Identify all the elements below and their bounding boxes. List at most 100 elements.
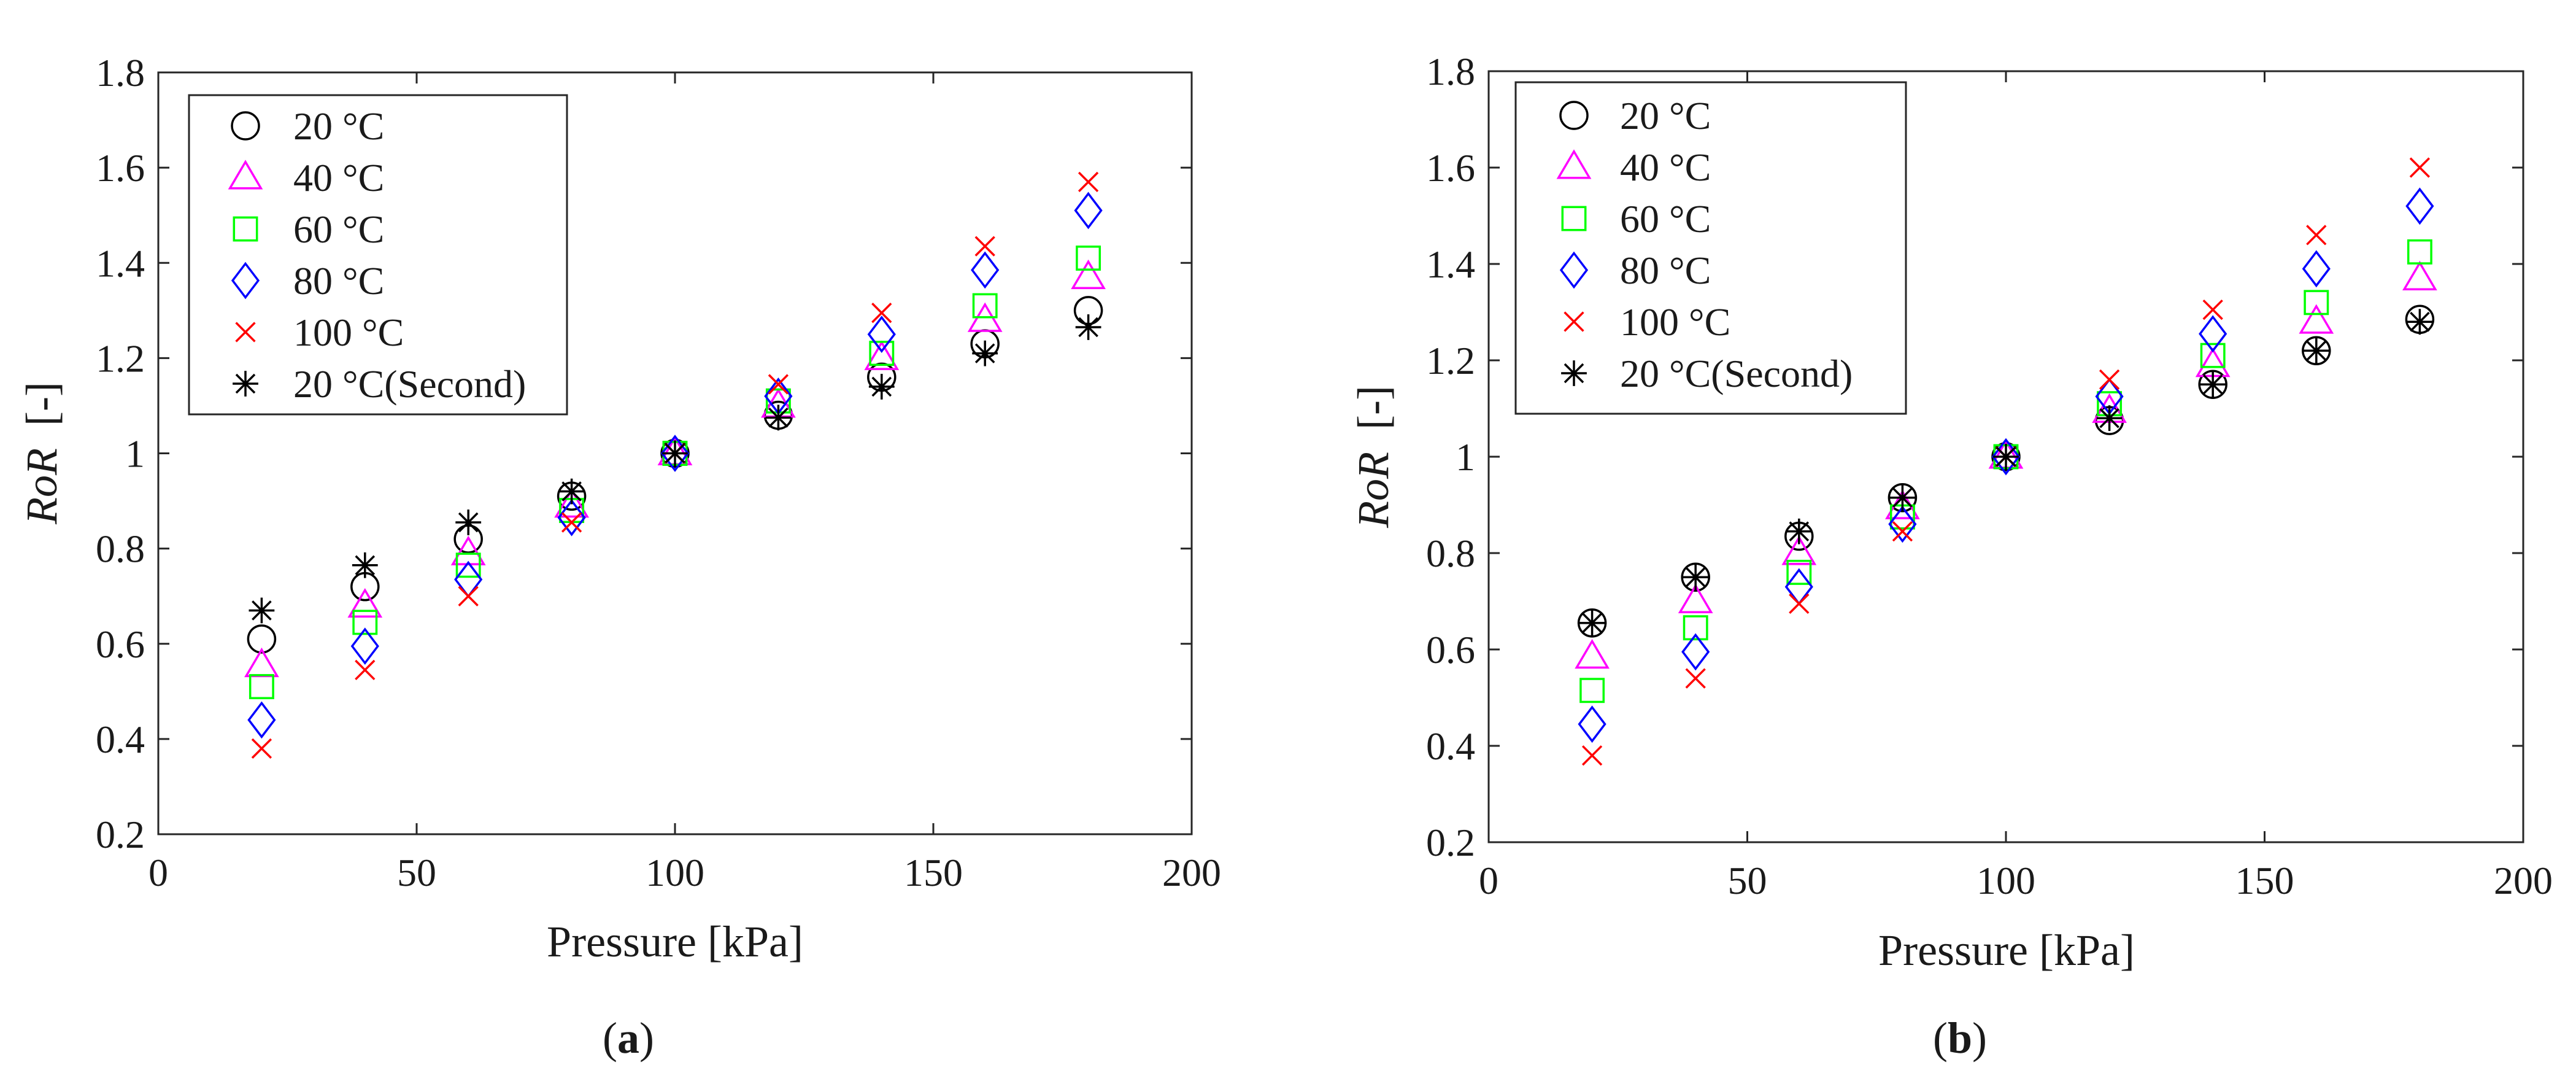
y-tick-label: 0.2 (1426, 821, 1475, 864)
panel-caption: (a) (603, 1013, 654, 1063)
data-point-asterisk (2096, 405, 2123, 432)
data-point-x (561, 512, 582, 533)
legend-label: 40 °C (293, 156, 384, 200)
legend-item: 40 °C (1556, 145, 1711, 189)
legend-item: 60 °C (1561, 197, 1711, 241)
legend-item: 100 °C (235, 311, 404, 354)
data-point-x (458, 586, 479, 606)
y-tick-label: 0.2 (96, 813, 145, 856)
data-point-triangle (864, 340, 900, 370)
data-point-asterisk (1889, 484, 1916, 511)
data-point-diamond (1888, 505, 1917, 543)
data-point-asterisk (558, 478, 585, 505)
data-point-asterisk (662, 440, 688, 467)
tick-marks (157, 71, 1193, 835)
svg-text:RoR[-]: RoR [-] (17, 382, 66, 525)
data-point-x (1685, 668, 1706, 689)
data-point-square (352, 610, 378, 635)
data-point-diamond (2199, 315, 2227, 353)
legend-items: 20 °C 40 °C 60 °C 80 °C 100 °C 20 °C(Second) (228, 104, 526, 406)
y-tick-label: 0.4 (96, 718, 145, 761)
legend-marker-circle (1559, 101, 1589, 130)
legend-item: 80 °C (1559, 249, 1711, 292)
data-point-circle (247, 624, 277, 654)
x-tick-labels: 0 50 100 150 200 (1479, 859, 2553, 902)
data-point-x (871, 303, 892, 324)
x-tick-label: 200 (2494, 859, 2553, 902)
data-point-x (355, 659, 376, 681)
y-tick-label: 1.8 (96, 51, 145, 95)
data-point-square (2304, 290, 2329, 316)
legend-label: 60 °C (1620, 197, 1711, 241)
data-point-x (1892, 521, 1913, 542)
legend-item: 80 °C (231, 259, 384, 303)
legend-marker-diamond (1559, 251, 1589, 289)
legend-label: 20 °C(Second) (1620, 352, 1853, 395)
legend-item: 20 °C(Second) (1561, 352, 1853, 395)
legend-marker-x (235, 322, 256, 343)
data-point-triangle (1678, 583, 1713, 613)
legend-label: 20 °C (293, 104, 384, 148)
legend-label: 60 °C (293, 207, 384, 251)
y-axis-label: RoR [-] (17, 382, 66, 525)
x-tick-label: 150 (904, 851, 963, 894)
data-point-asterisk (1579, 610, 1605, 636)
legend-marker-asterisk (233, 371, 258, 397)
x-axis-label: Pressure [kPa] (1878, 926, 2135, 975)
legend-label: 100 °C (293, 311, 404, 354)
x-tick-label: 200 (1162, 851, 1221, 894)
caption-close-paren: ) (1972, 1013, 1987, 1063)
legend-marker-square (233, 216, 258, 242)
caption-open-paren: ( (603, 1013, 617, 1063)
legend-item: 60 °C (233, 207, 384, 251)
legend-item: 20 °C(Second) (233, 362, 526, 406)
data-point-circle (1577, 608, 1607, 638)
data-point-square (972, 293, 998, 319)
data-point-circle (1681, 562, 1710, 592)
data-point-x (768, 374, 789, 395)
data-point-asterisk (1786, 518, 1812, 544)
data-point-x (1078, 171, 1099, 193)
data-point-asterisk (765, 405, 792, 431)
data-point-circle (2302, 336, 2331, 366)
data-point-asterisk (352, 552, 378, 578)
data-point-triangle (1575, 639, 1610, 669)
data-point-triangle (1781, 535, 1817, 565)
legend-marker-diamond (231, 262, 260, 300)
svg-text:RoR[-]: RoR [-] (1349, 386, 1398, 529)
data-markers (244, 171, 1106, 759)
y-tick-label: 1 (1456, 435, 1475, 479)
x-axis-label: Pressure [kPa] (547, 917, 803, 966)
y-tick-label: 1.2 (1426, 339, 1475, 382)
y-tick-label: 1.6 (1426, 146, 1475, 190)
data-point-asterisk (2407, 309, 2433, 335)
y-tick-labels: 0.2 0.4 0.6 0.8 1 1.2 1.4 1.6 1.8 (1426, 50, 1475, 864)
legend-item: 20 °C (1559, 94, 1711, 138)
data-point-asterisk (455, 510, 482, 535)
panel-label: a (617, 1013, 639, 1063)
y-tick-label: 1.2 (96, 336, 145, 380)
legend-box (188, 94, 568, 416)
data-point-x (2306, 225, 2327, 246)
y-tick-label: 1.4 (96, 241, 145, 285)
data-point-x (2202, 299, 2223, 320)
data-point-diamond (971, 251, 1000, 289)
data-point-triangle (2299, 304, 2334, 334)
legend-items: 20 °C 40 °C 60 °C 80 °C 100 °C 20 °C(Second) (1556, 94, 1853, 395)
data-point-asterisk (2200, 371, 2226, 398)
y-axis-symbol: RoR (1349, 452, 1398, 529)
data-point-x (974, 236, 995, 257)
y-tick-label: 0.4 (1426, 724, 1475, 768)
caption-close-paren: ) (639, 1013, 654, 1063)
data-point-asterisk (868, 374, 895, 400)
y-axis-unit: [-] (1349, 386, 1398, 430)
data-point-diamond (867, 316, 896, 353)
data-point-square (1579, 678, 1605, 703)
legend-label: 100 °C (1620, 300, 1730, 344)
data-point-diamond (247, 701, 276, 739)
panel-b: 0.2 0.4 0.6 0.8 1 1.2 1.4 1.6 1.8 0 50 100 150 200 2… (1349, 50, 2553, 1063)
tick-marks (1487, 70, 2524, 843)
data-point-x (1789, 593, 1810, 614)
legend-marker-triangle (1556, 149, 1592, 179)
y-tick-label: 0.8 (1426, 532, 1475, 575)
